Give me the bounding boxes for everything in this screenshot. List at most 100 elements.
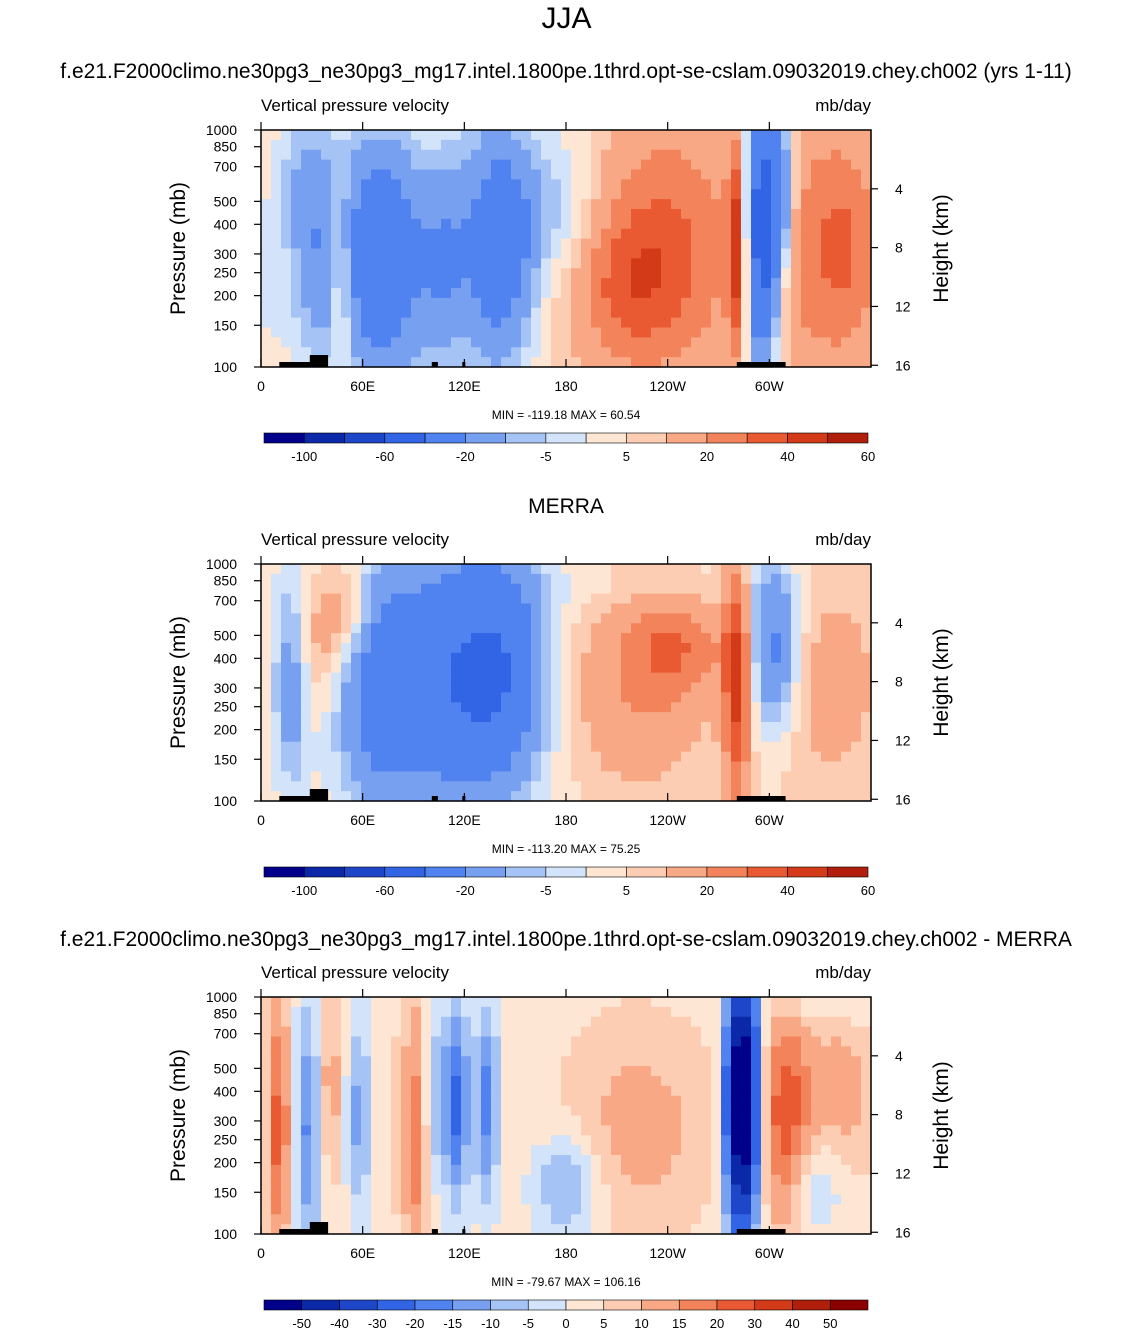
field-cell xyxy=(461,613,472,624)
field-cell xyxy=(841,682,852,693)
field-cell xyxy=(401,199,412,210)
field-cell xyxy=(341,1105,352,1117)
field-cell xyxy=(761,228,772,240)
field-cell xyxy=(611,623,622,634)
colorbar-box xyxy=(626,432,667,444)
y2-axis-title: Height (km) xyxy=(930,1061,953,1170)
field-cell xyxy=(641,1164,652,1176)
field-cell xyxy=(261,268,272,279)
field-cell xyxy=(791,1066,802,1077)
field-cell xyxy=(631,997,642,1008)
field-cell xyxy=(381,583,392,595)
field-cell xyxy=(551,1204,562,1215)
field-cell xyxy=(571,1066,582,1077)
field-cell xyxy=(451,130,462,141)
field-cell xyxy=(461,1105,472,1117)
field-cell xyxy=(591,307,602,319)
field-cell xyxy=(261,682,272,693)
field-cell xyxy=(501,228,512,240)
field-cell xyxy=(721,1036,732,1047)
field-cell xyxy=(631,1115,642,1126)
field-cell xyxy=(861,159,872,171)
field-cell xyxy=(261,1164,272,1176)
field-cell xyxy=(591,1184,602,1196)
field-cell xyxy=(621,317,632,329)
field-cell xyxy=(801,741,812,753)
field-cell xyxy=(711,1085,722,1097)
field-cell xyxy=(291,159,302,171)
field-cell xyxy=(481,258,492,269)
field-cell xyxy=(391,603,402,614)
field-cell xyxy=(821,1016,832,1028)
field-cell xyxy=(331,149,342,161)
field-cell xyxy=(651,1056,662,1067)
field-cell xyxy=(851,159,862,171)
field-cell xyxy=(331,130,342,141)
field-cell xyxy=(641,1204,652,1215)
field-cell xyxy=(411,228,422,240)
field-cell xyxy=(761,751,772,763)
field-cell xyxy=(301,1174,312,1186)
field-cell xyxy=(321,337,332,348)
field-cell xyxy=(861,278,872,289)
field-cell xyxy=(351,149,362,161)
field-cell xyxy=(791,751,802,763)
field-cell xyxy=(811,712,822,723)
field-cell xyxy=(551,297,562,309)
colorbar-label: -20 xyxy=(406,1316,425,1331)
field-cell xyxy=(751,1204,762,1215)
field-cell xyxy=(761,218,772,230)
field-cell xyxy=(411,1184,422,1196)
field-cell xyxy=(631,258,642,269)
field-cell xyxy=(501,633,512,644)
field-cell xyxy=(801,357,812,368)
field-cell xyxy=(331,238,342,250)
field-cell xyxy=(721,179,732,190)
y-tick-label: 300 xyxy=(214,680,238,696)
field-cell xyxy=(711,199,722,210)
field-cell xyxy=(691,603,702,614)
field-cell xyxy=(531,751,542,763)
field-cell xyxy=(621,327,632,338)
field-cell xyxy=(371,307,382,319)
field-cell xyxy=(471,652,482,664)
field-cell xyxy=(511,692,522,703)
field-cell xyxy=(491,228,502,240)
field-cell xyxy=(671,1194,682,1205)
field-cell xyxy=(521,1026,532,1038)
colorbar-box xyxy=(678,1299,718,1311)
field-cell xyxy=(391,307,402,319)
field-cell xyxy=(771,751,782,763)
field-cell xyxy=(811,1194,822,1205)
field-cell xyxy=(701,179,712,190)
y-tick-label: 250 xyxy=(214,699,238,715)
field-cell xyxy=(281,1046,292,1057)
field-cell xyxy=(831,218,842,230)
field-cell xyxy=(771,130,782,141)
field-cell xyxy=(651,781,662,792)
field-cell xyxy=(771,761,782,772)
field-cell xyxy=(551,1125,562,1136)
field-cell xyxy=(571,179,582,190)
field-cell xyxy=(751,761,762,772)
field-cell xyxy=(711,268,722,279)
field-cell xyxy=(771,781,782,792)
field-cell xyxy=(641,1066,652,1077)
field-cell xyxy=(621,623,632,634)
field-cell xyxy=(771,564,782,575)
field-cell xyxy=(321,139,332,151)
field-cell xyxy=(781,1006,792,1018)
field-cell xyxy=(631,218,642,230)
field-cell xyxy=(441,327,452,338)
field-cell xyxy=(491,761,502,772)
field-cell xyxy=(711,248,722,259)
field-cell xyxy=(421,1145,432,1156)
field-cell xyxy=(771,643,782,654)
field-cell xyxy=(461,288,472,299)
field-cell xyxy=(771,1214,782,1225)
colorbar-box xyxy=(754,1299,793,1311)
field-cell xyxy=(741,1026,752,1038)
field-cell xyxy=(621,189,632,200)
field-cell xyxy=(331,702,342,713)
